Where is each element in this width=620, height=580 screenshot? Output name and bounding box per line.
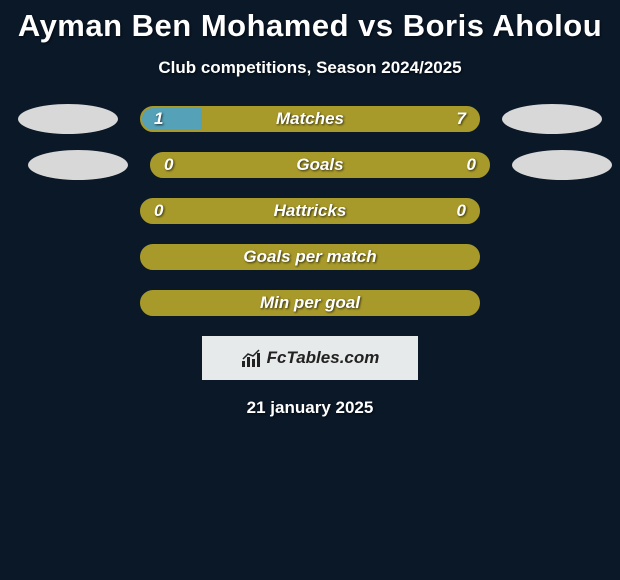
stat-bar: Matches1 7 — [140, 106, 480, 132]
stat-row: Goals per match — [0, 244, 620, 270]
logo-label: FcTables.com — [267, 348, 380, 368]
stat-value-right: 0 — [457, 200, 466, 222]
player-avatar-left — [18, 104, 118, 134]
stats-rows: Matches17Goals00Hattricks00Goals per mat… — [0, 106, 620, 316]
chart-icon — [241, 349, 263, 367]
avatar-spacer — [502, 288, 602, 318]
stat-bar: Hattricks0 0 — [140, 198, 480, 224]
stat-label: Hattricks — [142, 200, 478, 222]
stat-row: Matches1 7 — [0, 106, 620, 132]
logo-text: FcTables.com — [241, 348, 380, 368]
stat-row: Hattricks0 0 — [0, 198, 620, 224]
stat-label: Min per goal — [142, 292, 478, 314]
stat-bar: Goals per match — [140, 244, 480, 270]
comparison-title: Ayman Ben Mohamed vs Boris Aholou — [0, 0, 620, 44]
logo-box: FcTables.com — [202, 336, 418, 380]
stat-value-right: 7 — [457, 108, 466, 130]
player-avatar-left — [28, 150, 128, 180]
stat-label: Goals per match — [142, 246, 478, 268]
stat-label: Matches — [142, 108, 478, 130]
stat-value-right: 0 — [467, 154, 476, 176]
stat-value-left: 0 — [154, 200, 163, 222]
avatar-spacer — [18, 288, 118, 318]
stat-label: Goals — [152, 154, 488, 176]
avatar-spacer — [18, 242, 118, 272]
player-avatar-right — [502, 104, 602, 134]
avatar-spacer — [18, 196, 118, 226]
stat-row: Min per goal — [0, 290, 620, 316]
avatar-spacer — [502, 196, 602, 226]
stat-bar: Goals0 0 — [150, 152, 490, 178]
snapshot-date: 21 january 2025 — [0, 398, 620, 418]
stat-bar: Min per goal — [140, 290, 480, 316]
stat-value-left: 0 — [164, 154, 173, 176]
avatar-spacer — [502, 242, 602, 272]
player-avatar-right — [512, 150, 612, 180]
comparison-subtitle: Club competitions, Season 2024/2025 — [0, 58, 620, 78]
stat-value-left: 1 — [154, 108, 163, 130]
stat-row: Goals0 0 — [0, 152, 620, 178]
